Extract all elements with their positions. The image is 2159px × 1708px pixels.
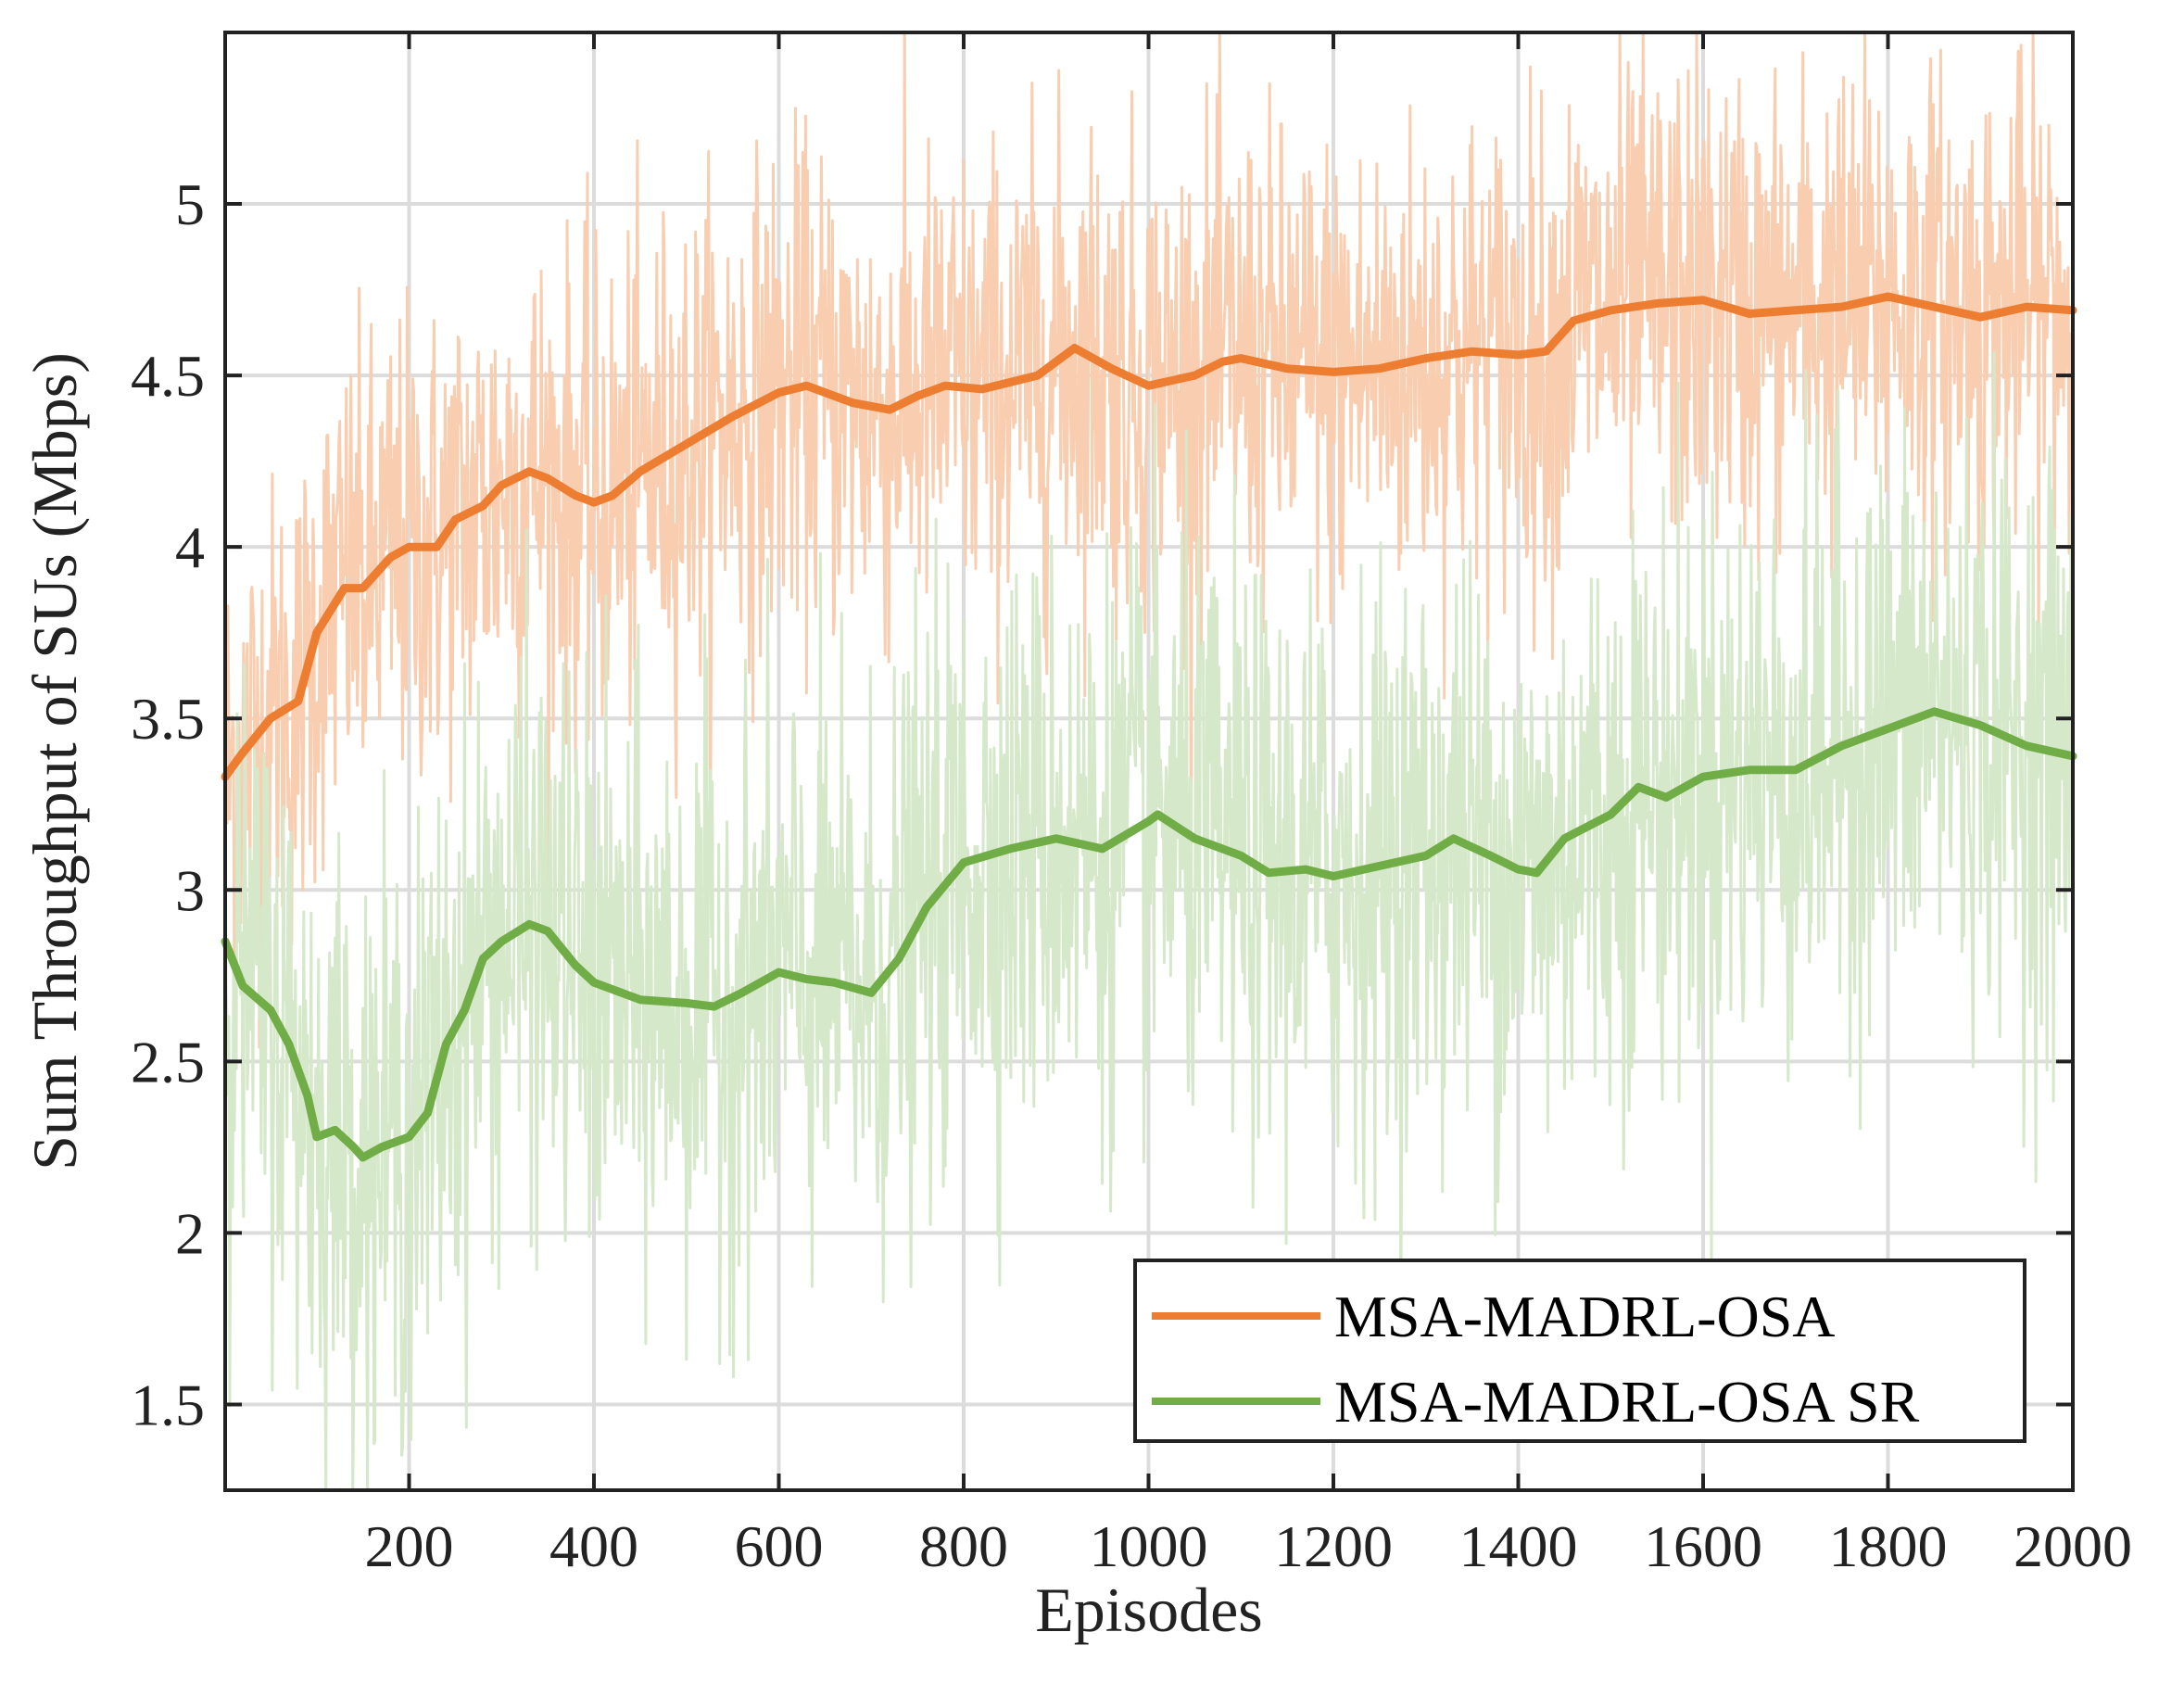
x-tick-label: 1400 [1459, 1513, 1578, 1579]
x-tick-label: 1200 [1274, 1513, 1393, 1579]
y-tick-label: 3.5 [131, 686, 205, 752]
legend-box [1133, 1259, 2026, 1443]
raw-line-series-1 [223, 350, 2075, 1492]
x-tick-label: 200 [365, 1513, 454, 1579]
y-axis-title: Sum Throughput of SUs (Mbps) [19, 352, 90, 1170]
smooth-series [221, 292, 2077, 1162]
legend-label-msa-madrl-osa: MSA-MADRL-OSA [1334, 1284, 1836, 1349]
x-tick-label: 600 [735, 1513, 824, 1579]
y-axis: 1.5 2 2.5 3 3.5 4 4.5 5 [131, 171, 2073, 1437]
x-tick-label: 1600 [1644, 1513, 1762, 1579]
x-tick-label: 800 [919, 1513, 1008, 1579]
x-axis: 200 400 600 800 1000 1200 1400 1600 1800 2000 [365, 32, 2132, 1579]
y-tick-label: 1.5 [131, 1372, 205, 1437]
smooth-line-series-0 [221, 292, 2077, 781]
x-tick-label: 400 [549, 1513, 638, 1579]
y-tick-label: 4 [175, 514, 205, 580]
raw-series [223, 31, 2075, 1492]
x-tick-label: 1000 [1090, 1513, 1208, 1579]
x-tick-label: 1800 [1829, 1513, 1948, 1579]
y-tick-label: 4.5 [131, 343, 205, 409]
raw-line-series-0 [223, 31, 2075, 1049]
y-tick-label: 5 [175, 171, 205, 237]
legend: MSA-MADRL-OSA MSA-MADRL-OSA SR [1133, 1259, 2026, 1443]
smooth-line-series-1 [221, 707, 2077, 1162]
legend-label-msa-madrl-osa-sr: MSA-MADRL-OSA SR [1334, 1369, 1920, 1435]
y-tick-label: 2.5 [131, 1029, 205, 1094]
y-tick-label: 2 [175, 1200, 205, 1266]
y-tick-label: 3 [175, 857, 205, 923]
x-tick-label: 2000 [2014, 1513, 2132, 1579]
x-axis-title: Episodes [1035, 1575, 1263, 1645]
